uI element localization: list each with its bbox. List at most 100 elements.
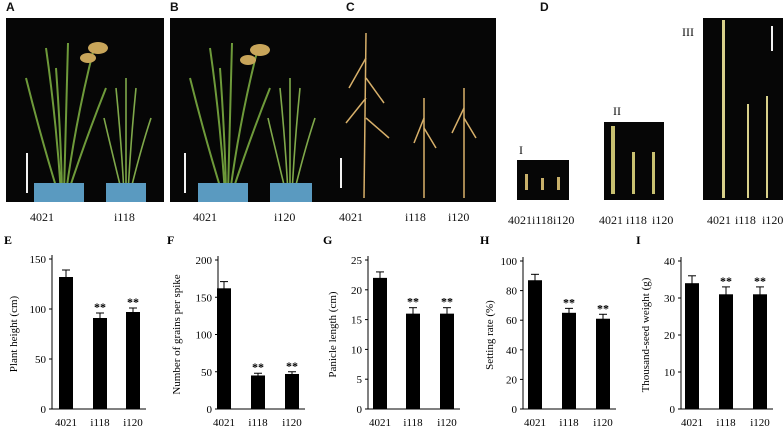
x-tick-label: i120 <box>282 417 302 429</box>
seed-photo-d-i <box>517 160 569 200</box>
roman-numeral-i: I <box>519 143 523 157</box>
chart-f: F Number of grains per spike 0 50 100 150 200 4… <box>167 233 305 429</box>
y-tick-label: 20 <box>664 330 676 342</box>
bar-i120 <box>126 312 140 409</box>
panel-label-h: H <box>480 233 490 247</box>
y-tick-label: 40 <box>664 256 676 268</box>
panel-label-i: I <box>636 233 641 247</box>
significance-mark: ** <box>94 300 106 314</box>
bar-4021 <box>59 277 73 409</box>
chart-i: I Thousand-seed weight (g) 0 10 20 30 40 4021 **… <box>636 233 773 429</box>
y-axis-label: Thousand-seed weight (g) <box>640 277 652 392</box>
bar-i118 <box>93 318 107 409</box>
y-tick-label: 30 <box>664 293 676 305</box>
caption-d2-4021: 4021 <box>599 213 623 227</box>
x-tick-label: i120 <box>750 417 770 429</box>
y-tick-label: 150 <box>30 254 47 266</box>
x-tick-label: i118 <box>90 417 110 429</box>
y-tick-label: 200 <box>196 255 213 267</box>
y-axis-label: Plant height (cm) <box>8 295 20 372</box>
caption-d2-i120: i120 <box>652 213 674 227</box>
panel-label-e: E <box>4 233 12 247</box>
y-tick-label: 0 <box>41 404 47 416</box>
panel-label-d: D <box>540 0 549 14</box>
bar-i118 <box>251 375 265 409</box>
roman-numeral-ii: II <box>613 104 621 118</box>
panel-label-f: F <box>167 233 174 247</box>
caption-a-i118: i118 <box>114 210 135 224</box>
photo-panel-b <box>170 18 330 202</box>
x-tick-label: i118 <box>559 417 579 429</box>
panel-label-a: A <box>6 0 15 14</box>
caption-c-4021: 4021 <box>339 210 363 224</box>
significance-mark: ** <box>127 295 139 309</box>
significance-mark: ** <box>597 301 609 315</box>
caption-c-i120: i120 <box>448 210 470 224</box>
scale-bar <box>771 26 773 51</box>
bar-i120 <box>596 318 610 409</box>
scale-bar <box>26 153 28 193</box>
y-tick-label: 15 <box>351 315 363 327</box>
x-tick-label: i120 <box>593 417 613 429</box>
panel-label-g: G <box>323 233 332 247</box>
photo-panel-a <box>6 18 164 202</box>
y-tick-label: 60 <box>506 315 518 327</box>
caption-b-4021: 4021 <box>193 210 217 224</box>
chart-h: H Setting rate (%) 0 20 40 60 80 100 4021 ** i118 *… <box>480 233 616 429</box>
y-tick-label: 0 <box>357 404 363 416</box>
y-tick-label: 25 <box>351 255 363 267</box>
x-tick-label: 4021 <box>213 417 235 429</box>
panel-label-c: C <box>346 0 355 14</box>
y-tick-label: 100 <box>196 330 213 342</box>
significance-mark: ** <box>563 295 575 309</box>
x-tick-label: 4021 <box>55 417 77 429</box>
seeds-i <box>525 174 560 190</box>
chart-e: E Plant height (cm) 0 50 100 150 4021 ** i118 ** i… <box>4 233 146 429</box>
x-tick-label: i120 <box>123 417 143 429</box>
plant-photo-a <box>25 42 152 202</box>
x-tick-label: i118 <box>403 417 423 429</box>
caption-d3-i120: i120 <box>762 213 784 227</box>
caption-d2-i118: i118 <box>626 213 647 227</box>
significance-mark: ** <box>754 274 766 288</box>
y-tick-label: 150 <box>196 292 213 304</box>
bar-4021 <box>685 283 699 409</box>
x-tick-label: i118 <box>716 417 736 429</box>
y-tick-label: 20 <box>506 374 518 386</box>
bar-4021 <box>217 288 231 409</box>
x-tick-label: 4021 <box>681 417 703 429</box>
bar-4021 <box>373 277 387 409</box>
y-tick-label: 0 <box>512 404 518 416</box>
significance-mark: ** <box>407 295 419 309</box>
plant-photo-b <box>189 42 316 202</box>
y-tick-label: 0 <box>670 404 676 416</box>
panel-label-b: B <box>170 0 179 14</box>
y-tick-label: 100 <box>30 304 47 316</box>
y-tick-label: 5 <box>357 374 363 386</box>
bar-i118 <box>719 294 733 409</box>
significance-mark: ** <box>720 274 732 288</box>
bar-i118 <box>562 312 576 409</box>
caption-d1-i120: i120 <box>553 213 575 227</box>
caption-b-i120: i120 <box>274 210 296 224</box>
y-tick-label: 10 <box>351 344 363 356</box>
caption-c-i118: i118 <box>405 210 426 224</box>
caption-a-4021: 4021 <box>30 210 54 224</box>
x-tick-label: 4021 <box>369 417 391 429</box>
roman-numeral-iii: III <box>682 25 694 39</box>
caption-d3-4021: 4021 <box>707 213 731 227</box>
bar-4021 <box>528 280 542 409</box>
seeds-iii <box>722 20 768 198</box>
y-tick-label: 100 <box>501 256 518 268</box>
y-axis-label: Panicle length (cm) <box>327 291 339 377</box>
seed-photo-d-iii <box>703 18 783 200</box>
scale-bar <box>340 158 342 188</box>
significance-mark: ** <box>252 360 264 374</box>
y-tick-label: 40 <box>506 345 518 357</box>
scale-bar <box>184 153 186 193</box>
y-tick-label: 50 <box>35 354 47 366</box>
seeds-ii <box>611 126 655 194</box>
y-tick-label: 0 <box>207 404 213 416</box>
bar-i118 <box>406 313 420 409</box>
